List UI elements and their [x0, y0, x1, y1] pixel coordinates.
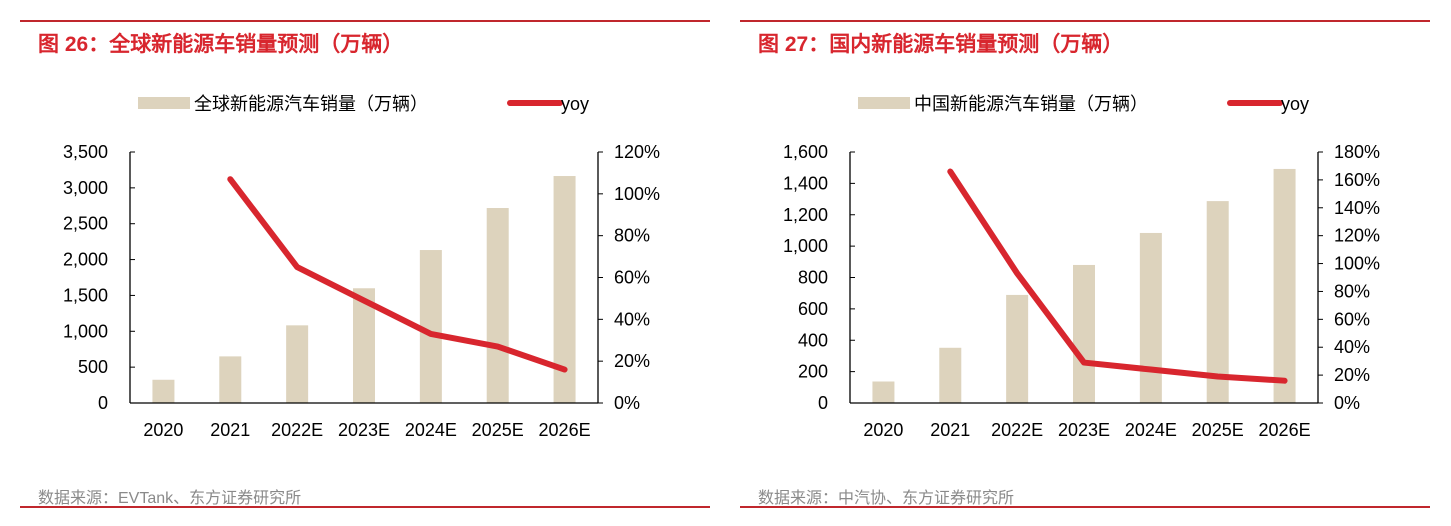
- x-tick-label: 2021: [930, 420, 970, 440]
- bar-2024E: [419, 250, 442, 403]
- bar-2022E: [1006, 294, 1029, 403]
- x-tick-label: 2022E: [991, 420, 1043, 440]
- bar-2023E: [1073, 264, 1095, 403]
- left-tick-label: 800: [798, 268, 828, 288]
- legend-line-label: yoy: [561, 94, 589, 114]
- top-rule: [20, 20, 710, 22]
- chart-panel-domestic: 图 27：国内新能源车销量预测（万辆） 中国新能源汽车销量（万辆） yoy 0 200…: [740, 0, 1430, 526]
- right-tick-label: 60%: [614, 268, 650, 288]
- left-tick-label: 1,600: [783, 142, 828, 162]
- x-tick-label: 2024E: [1125, 420, 1177, 440]
- right-tick-label: 100%: [1334, 254, 1380, 274]
- bar-2023E: [353, 288, 375, 403]
- x-tick-label: 2026E: [1259, 420, 1311, 440]
- x-tick-label: 2024E: [405, 420, 457, 440]
- chart-panel-global: 图 26：全球新能源车销量预测（万辆） 全球新能源汽车销量（万辆） yoy 0 500…: [20, 0, 710, 526]
- chart-global: 全球新能源汽车销量（万辆） yoy 0 500 1,000 1,500 2,000 2,500…: [63, 94, 660, 440]
- right-tick-label: 20%: [1334, 365, 1370, 385]
- source-note: 数据来源：EVTank、东方证券研究所: [38, 490, 302, 507]
- right-tick-label: 140%: [1334, 198, 1380, 218]
- right-tick-label: 40%: [614, 309, 650, 329]
- left-tick-label: 3,000: [63, 178, 108, 198]
- chart-title: 图 26：全球新能源车销量预测（万辆）: [38, 33, 404, 56]
- left-tick-label: 400: [798, 330, 828, 350]
- left-tick-label: 500: [78, 357, 108, 377]
- left-tick-label: 1,000: [783, 236, 828, 256]
- chart-domestic: 中国新能源汽车销量（万辆） yoy 0 200 400 600 800 1,000 1,200 1…: [783, 94, 1380, 440]
- legend-bar-swatch: [858, 97, 910, 109]
- left-tick-label: 200: [798, 362, 828, 382]
- right-tick-label: 120%: [614, 142, 660, 162]
- x-tick-label: 2023E: [1058, 420, 1110, 440]
- right-tick-label: 40%: [1334, 337, 1370, 357]
- x-tick-label: 2020: [143, 420, 183, 440]
- x-tick-label: 2023E: [338, 420, 390, 440]
- left-tick-label: 2,000: [63, 250, 108, 270]
- bottom-rule: [740, 506, 1430, 508]
- x-tick-label: 2025E: [1192, 420, 1244, 440]
- yoy-line: [947, 168, 1288, 384]
- x-tick-label: 2020: [863, 420, 903, 440]
- x-tick-label: 2021: [210, 420, 250, 440]
- top-rule: [740, 20, 1430, 22]
- left-tick-label: 600: [798, 299, 828, 319]
- bar-2021: [219, 356, 242, 403]
- source-note: 数据来源：中汽协、东方证券研究所: [758, 490, 1015, 507]
- bar-2020: [152, 379, 175, 403]
- legend-bar-label: 全球新能源汽车销量（万辆）: [194, 94, 428, 114]
- bar-2025E: [486, 208, 509, 403]
- legend-bar-label: 中国新能源汽车销量（万辆）: [914, 94, 1148, 114]
- right-tick-label: 60%: [1334, 309, 1370, 329]
- bar-2024E: [1139, 232, 1162, 403]
- legend-bar-swatch: [138, 97, 190, 109]
- right-tick-label: 100%: [614, 184, 660, 204]
- bottom-rule: [20, 506, 710, 508]
- left-tick-label: 1,500: [63, 285, 108, 305]
- left-tick-label: 1,400: [783, 173, 828, 193]
- bar-2026E: [1273, 168, 1296, 403]
- right-tick-label: 0%: [614, 393, 640, 413]
- chart-title: 图 27：国内新能源车销量预测（万辆）: [758, 33, 1124, 56]
- yoy-line: [227, 176, 568, 373]
- right-tick-label: 180%: [1334, 142, 1380, 162]
- x-tick-label: 2022E: [271, 420, 323, 440]
- right-tick-label: 80%: [614, 226, 650, 246]
- bar-2021: [939, 347, 962, 403]
- left-tick-label: 2,500: [63, 214, 108, 234]
- left-tick-label: 0: [818, 393, 828, 413]
- left-tick-label: 3,500: [63, 142, 108, 162]
- right-tick-label: 160%: [1334, 170, 1380, 190]
- x-tick-label: 2026E: [539, 420, 591, 440]
- left-tick-label: 1,000: [63, 321, 108, 341]
- right-tick-label: 20%: [614, 351, 650, 371]
- bar-2020: [872, 381, 895, 403]
- legend-line-label: yoy: [1281, 94, 1309, 114]
- right-tick-label: 0%: [1334, 393, 1360, 413]
- left-tick-label: 1,200: [783, 205, 828, 225]
- bar-2022E: [286, 325, 309, 403]
- bar-2025E: [1206, 201, 1229, 403]
- right-tick-label: 80%: [1334, 281, 1370, 301]
- left-tick-label: 0: [98, 393, 108, 413]
- x-tick-label: 2025E: [472, 420, 524, 440]
- right-tick-label: 120%: [1334, 226, 1380, 246]
- bar-2026E: [553, 176, 576, 403]
